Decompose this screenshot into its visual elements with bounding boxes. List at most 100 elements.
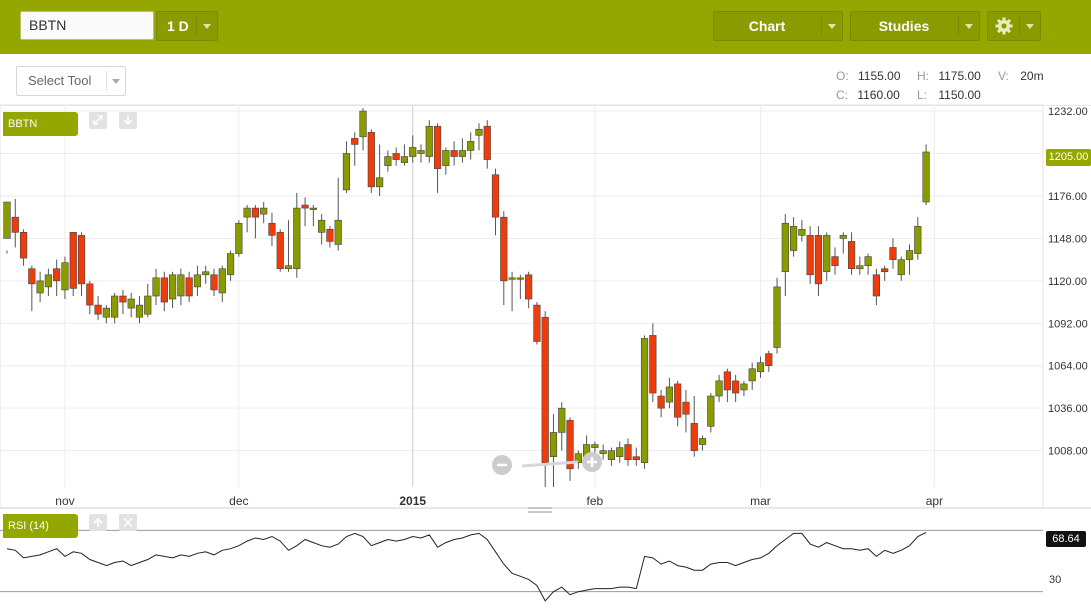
candle-body [665, 386, 673, 403]
candle-body [218, 268, 226, 294]
candle [61, 256, 69, 300]
rsi-panel [0, 529, 1043, 602]
candle-body [897, 259, 905, 276]
candle [599, 444, 607, 460]
candle [384, 150, 392, 172]
close-panel-button[interactable] [119, 514, 137, 531]
candle [831, 247, 839, 275]
candle-body [152, 277, 160, 297]
candle [251, 205, 260, 239]
candle-body [657, 395, 665, 409]
candle-body [467, 141, 475, 151]
candle [44, 268, 52, 296]
candle [450, 141, 458, 166]
studies-dropdown[interactable]: Studies [850, 11, 980, 41]
candle [889, 238, 897, 269]
chevron-down-icon [112, 79, 120, 84]
candle-body [326, 229, 334, 242]
candle-body [226, 253, 235, 276]
candle [698, 435, 707, 451]
expand-panel-button[interactable] [89, 112, 107, 129]
candle [77, 232, 86, 296]
symbol-input[interactable]: BBTN [20, 11, 154, 40]
candle [53, 259, 61, 296]
candle-body [905, 250, 914, 260]
candle-body [260, 207, 268, 215]
candle-body [417, 150, 425, 154]
candle [243, 205, 251, 233]
dropdown-separator [1019, 16, 1020, 36]
candle [756, 356, 765, 378]
candle [881, 265, 889, 281]
interval-label: 1 D [167, 18, 189, 34]
candle-body [607, 450, 616, 461]
candle [533, 302, 541, 345]
candle [491, 168, 500, 236]
y-tick-label: 1148.00 [1048, 233, 1087, 245]
candle-body [11, 216, 19, 233]
select-tool-label: Select Tool [28, 73, 92, 88]
select-tool-dropdown[interactable]: Select Tool [16, 66, 126, 96]
ohlc-volume: V: 20m [998, 69, 1044, 83]
candle [558, 402, 566, 451]
chart-type-dropdown[interactable]: Chart [713, 11, 843, 41]
candle [665, 377, 673, 409]
candle [748, 362, 756, 390]
chart-type-label: Chart [748, 18, 786, 34]
candle [624, 438, 632, 466]
candle [433, 123, 442, 193]
rsi-line [6, 531, 927, 602]
candle [500, 211, 508, 306]
candle [690, 396, 698, 457]
candle [856, 256, 864, 275]
candle-body [756, 362, 765, 373]
candle [202, 265, 210, 284]
candle [284, 220, 293, 272]
candle [640, 335, 649, 469]
zoom-control [492, 452, 602, 475]
x-tick-label: apr [926, 494, 943, 508]
zoom-slider [521, 460, 579, 468]
candle-body [508, 277, 516, 280]
candle-body [740, 383, 748, 391]
ohlc-low: L: 1150.00 [917, 88, 981, 102]
dropdown-separator [821, 16, 822, 36]
candle [707, 393, 715, 433]
candle [864, 253, 872, 275]
candle [218, 265, 226, 303]
time-axis: nov dec 2015 feb mar apr [55, 494, 943, 508]
candle [781, 214, 789, 296]
candle-body [276, 232, 284, 270]
candle [260, 202, 268, 224]
main-panel-frame [0, 104, 1044, 509]
candle-body [475, 128, 483, 136]
move-panel-up-button[interactable] [89, 514, 107, 531]
candle-body [119, 295, 127, 303]
y-tick-label: 1092.00 [1048, 318, 1088, 330]
candle-body [69, 232, 77, 289]
candle-body [690, 423, 698, 451]
candle [516, 274, 524, 300]
move-panel-down-button[interactable] [119, 112, 137, 129]
candle [541, 311, 549, 487]
candle [442, 147, 450, 175]
candle [574, 450, 582, 469]
ohlc-close: C: 1160.00 [836, 88, 900, 102]
settings-dropdown[interactable] [987, 11, 1041, 41]
candle-body [881, 268, 889, 273]
candle-body [193, 274, 202, 288]
rsi-panel-label: RSI (14) [3, 514, 78, 538]
candle-body [169, 274, 177, 300]
candle [375, 144, 384, 196]
candle [268, 212, 276, 246]
candle [740, 380, 748, 397]
candle-body [640, 338, 649, 464]
candle [351, 132, 359, 166]
interval-dropdown[interactable]: 1 D [156, 11, 218, 41]
candle [872, 268, 880, 306]
candle [905, 244, 914, 275]
candle [160, 271, 168, 312]
candle [36, 271, 44, 303]
candle [525, 271, 533, 309]
